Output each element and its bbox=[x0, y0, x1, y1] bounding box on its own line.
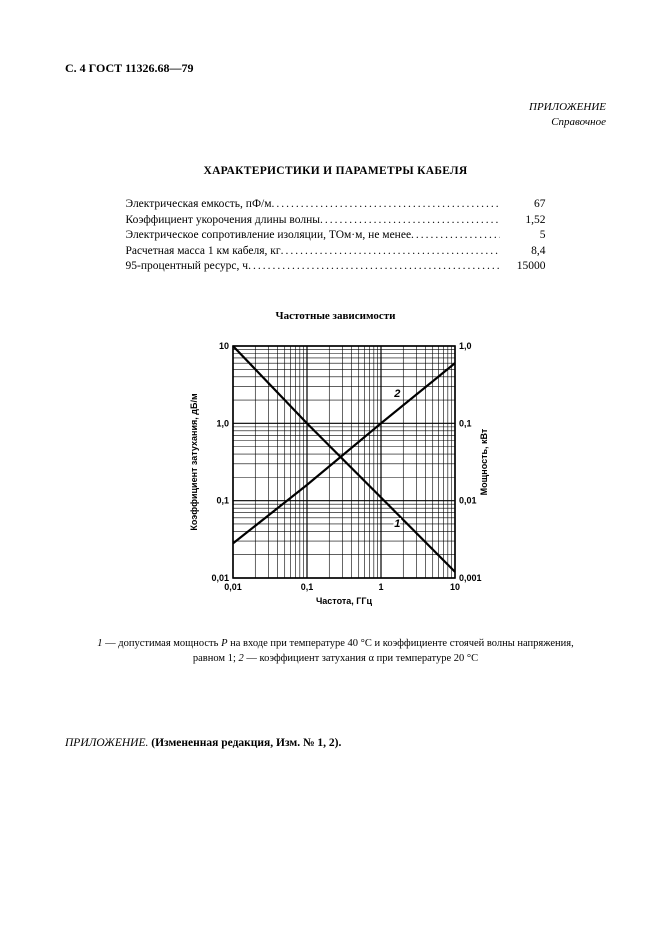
frequency-chart: 0,010,11100,010,11,0100,0010,010,11,0Час… bbox=[181, 332, 491, 628]
parameter-row: Электрическая емкость, пФ/м 67 bbox=[126, 197, 546, 213]
parameter-label: Коэффициент укорочения длины волны bbox=[126, 213, 320, 229]
svg-text:0,1: 0,1 bbox=[300, 582, 313, 592]
svg-text:Частота, ГГц: Частота, ГГц bbox=[315, 596, 372, 606]
appendix-line2: Справочное bbox=[65, 115, 606, 130]
svg-text:2: 2 bbox=[393, 388, 400, 400]
parameter-value: 5 bbox=[500, 228, 546, 244]
chart-caption: 1 — допустимая мощность P на входе при т… bbox=[65, 637, 606, 665]
svg-text:1: 1 bbox=[394, 518, 400, 530]
parameter-label: Электрическое сопротивление изоляции, ТО… bbox=[126, 228, 412, 244]
svg-text:10: 10 bbox=[218, 341, 228, 351]
parameter-value: 8,4 bbox=[500, 244, 546, 260]
leader-dots bbox=[411, 228, 499, 244]
parameter-row: Электрическое сопротивление изоляции, ТО… bbox=[126, 228, 546, 244]
revision-note: ПРИЛОЖЕНИЕ. (Измененная редакция, Изм. №… bbox=[65, 736, 606, 752]
parameter-label: Электрическая емкость, пФ/м bbox=[126, 197, 272, 213]
page: С. 4 ГОСТ 11326.68—79 ПРИЛОЖЕНИЕ Справоч… bbox=[0, 0, 661, 936]
leader-dots bbox=[248, 259, 499, 275]
svg-text:1,0: 1,0 bbox=[216, 418, 229, 428]
appendix-line1: ПРИЛОЖЕНИЕ bbox=[529, 101, 606, 113]
revision-lead: ПРИЛОЖЕНИЕ. bbox=[65, 737, 148, 749]
svg-text:0,1: 0,1 bbox=[459, 418, 472, 428]
parameter-value: 67 bbox=[500, 197, 546, 213]
svg-text:0,01: 0,01 bbox=[459, 495, 477, 505]
leader-dots bbox=[272, 197, 500, 213]
page-header: С. 4 ГОСТ 11326.68—79 bbox=[65, 60, 606, 76]
parameter-value: 1,52 bbox=[500, 213, 546, 229]
caption-text: на входе при температуре 40 °С и коэффиц… bbox=[227, 638, 573, 649]
parameter-label: Расчетная масса 1 км кабеля, кг bbox=[126, 244, 281, 260]
svg-text:Коэффициент затухания, дБ/м: Коэффициент затухания, дБ/м bbox=[189, 393, 199, 531]
svg-text:0,1: 0,1 bbox=[216, 495, 229, 505]
parameter-value: 15000 bbox=[500, 259, 546, 275]
caption-text: равном 1; bbox=[193, 653, 239, 664]
caption-text: — допустимая мощность bbox=[103, 638, 222, 649]
chart-svg: 0,010,11100,010,11,0100,0010,010,11,0Час… bbox=[181, 332, 491, 622]
svg-text:10: 10 bbox=[449, 582, 459, 592]
parameter-row: 95-процентный ресурс, ч 15000 bbox=[126, 259, 546, 275]
svg-text:Мощность, кВт: Мощность, кВт bbox=[479, 428, 489, 495]
parameter-list: Электрическая емкость, пФ/м 67 Коэффицие… bbox=[126, 197, 546, 275]
svg-text:0,01: 0,01 bbox=[224, 582, 242, 592]
leader-dots bbox=[320, 213, 500, 229]
svg-text:0,01: 0,01 bbox=[211, 573, 229, 583]
svg-text:0,001: 0,001 bbox=[459, 573, 482, 583]
caption-text: — коэффициент затухания α при температур… bbox=[244, 653, 478, 664]
chart-title: Частотные зависимости bbox=[65, 309, 606, 324]
svg-text:1: 1 bbox=[378, 582, 383, 592]
parameter-row: Коэффициент укорочения длины волны 1,52 bbox=[126, 213, 546, 229]
revision-text: (Измененная редакция, Изм. № 1, 2). bbox=[148, 737, 341, 749]
svg-text:1,0: 1,0 bbox=[459, 341, 472, 351]
parameter-row: Расчетная масса 1 км кабеля, кг 8,4 bbox=[126, 244, 546, 260]
leader-dots bbox=[281, 244, 500, 260]
appendix-heading: ПРИЛОЖЕНИЕ Справочное bbox=[65, 100, 606, 130]
document-title: ХАРАКТЕРИСТИКИ И ПАРАМЕТРЫ КАБЕЛЯ bbox=[65, 164, 606, 180]
parameter-label: 95-процентный ресурс, ч bbox=[126, 259, 249, 275]
